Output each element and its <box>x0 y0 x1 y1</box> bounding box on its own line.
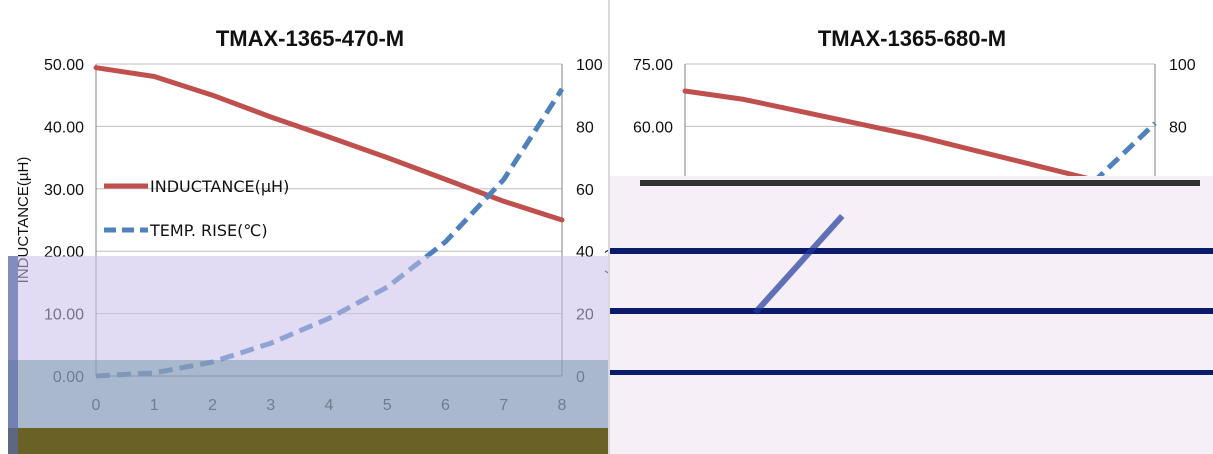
y-tick-label: 30.00 <box>44 182 84 199</box>
glitch-strip-left <box>8 256 18 454</box>
glitch-line-1 <box>610 248 1213 254</box>
y2-tick-label: 60 <box>576 182 594 199</box>
chart-title: TMAX-1365-470-M <box>216 26 404 51</box>
y2-tick-label: 100 <box>576 57 603 74</box>
glitch-band-gray <box>8 360 608 428</box>
y-tick-label: 60.00 <box>633 119 673 136</box>
glitch-band-purple <box>8 256 608 360</box>
glitch-line-4 <box>640 180 1200 186</box>
y-tick-label: 75.00 <box>633 57 673 74</box>
y2-tick-label: 80 <box>576 119 594 136</box>
glitch-region-right <box>610 176 1213 454</box>
y2-tick-label: 100 <box>1169 57 1196 74</box>
glitch-band-olive <box>8 428 608 454</box>
inductance-line <box>682 88 1158 196</box>
glitch-line-2 <box>610 308 1213 314</box>
chart-title: TMAX-1365-680-M <box>818 26 1006 51</box>
y-axis-title: INDUCTANCE(µH) <box>15 157 32 284</box>
glitch-line-3 <box>610 370 1213 375</box>
legend-label: TEMP. RISE(℃) <box>149 221 268 240</box>
legend-label: INDUCTANCE(µH) <box>150 177 289 196</box>
y-tick-label: 40.00 <box>44 119 84 136</box>
y2-tick-label: 80 <box>1169 119 1187 136</box>
panel-divider <box>608 0 610 454</box>
y2-axis-title: TEMP. RISE(℃) <box>604 165 608 275</box>
y-tick-label: 50.00 <box>44 57 84 74</box>
inductance-line <box>93 65 565 223</box>
